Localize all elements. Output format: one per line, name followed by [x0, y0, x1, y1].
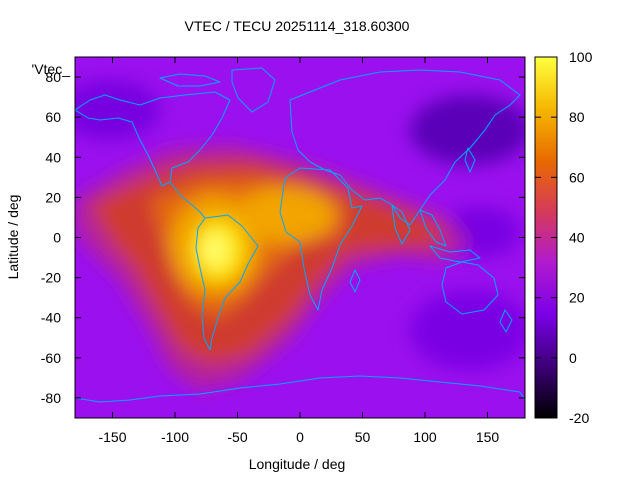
y-tick-label: 20 — [45, 189, 61, 205]
coast-madagascar — [349, 269, 361, 293]
colorbar-tick-label: 80 — [569, 109, 585, 125]
coast-australia — [441, 261, 499, 315]
tec-band-amber-africa — [235, 187, 335, 243]
low-region-east-asia — [410, 95, 525, 165]
x-tick-label: -100 — [161, 429, 189, 445]
x-tick-label: -150 — [98, 429, 126, 445]
coast-new-zealand — [499, 309, 513, 333]
tec-peak-center — [203, 234, 227, 266]
y-tick-label: -20 — [41, 270, 61, 286]
chart-title: VTEC / TECU 20251114_318.60300 — [185, 18, 410, 34]
heatmap-area — [75, 57, 525, 418]
colorbar-tick-label: 100 — [569, 49, 593, 65]
y-axis-ticks: -80 -60 -40 -20 0 20 40 60 80 — [41, 69, 525, 406]
coast-arctic-islands — [159, 73, 221, 87]
x-tick-label: 150 — [476, 429, 500, 445]
y-tick-label: 80 — [45, 69, 61, 85]
y-tick-label: -60 — [41, 350, 61, 366]
x-tick-label: 50 — [355, 429, 371, 445]
x-axis-ticks: -150 -100 -50 0 50 100 150 — [98, 57, 499, 445]
tec-field — [75, 80, 525, 390]
colorbar-tick-label: 20 — [569, 290, 585, 306]
y-tick-label: -40 — [41, 310, 61, 326]
coast-indonesia — [429, 245, 481, 263]
coast-japan — [464, 147, 476, 173]
coast-africa — [279, 167, 363, 311]
colorbar-tick-label: 40 — [569, 230, 585, 246]
x-tick-label: -50 — [227, 429, 247, 445]
coast-south-america — [195, 214, 259, 351]
coast-india — [391, 204, 411, 245]
coast-central-america — [169, 181, 206, 219]
low-region-south-pacific — [410, 290, 525, 370]
y-axis-label: Latitude / deg — [5, 195, 21, 280]
colorbar-tick-label: 60 — [569, 169, 585, 185]
colorbar-ticks: -20 0 20 40 60 80 100 — [535, 49, 593, 426]
x-axis-label: Longitude / deg — [249, 456, 346, 472]
y-tick-label: 40 — [45, 149, 61, 165]
key-label: 'Vtec_ — [32, 61, 71, 77]
y-tick-label: -80 — [41, 390, 61, 406]
y-tick-label: 0 — [53, 230, 61, 246]
coastlines — [75, 67, 525, 418]
colorbar-tick-label: -20 — [569, 410, 589, 426]
y-tick-label: 60 — [45, 109, 61, 125]
low-region-north-pacific — [75, 80, 160, 140]
x-tick-label: 100 — [413, 429, 437, 445]
colorbar-tick-label: 0 — [569, 350, 577, 366]
coast-north-america — [75, 91, 231, 187]
coast-antarctica — [75, 375, 525, 418]
x-tick-label: 0 — [296, 429, 304, 445]
coast-southeast-asia — [419, 209, 447, 247]
coast-greenland — [231, 67, 276, 113]
